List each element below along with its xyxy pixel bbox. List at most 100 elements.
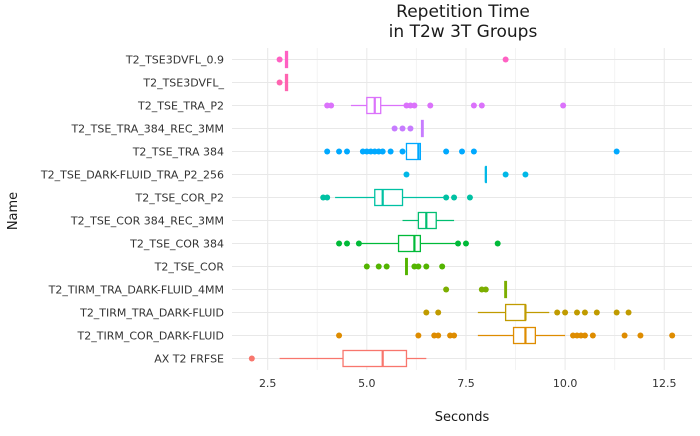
boxplot-group xyxy=(336,234,501,253)
boxplot-group xyxy=(391,119,424,138)
outlier-point xyxy=(427,102,434,109)
outlier-point xyxy=(379,148,386,155)
boxplot-group xyxy=(320,188,473,207)
boxplot-group xyxy=(276,50,509,69)
outlier-point xyxy=(403,171,410,178)
box xyxy=(374,188,404,207)
outlier-point xyxy=(248,355,255,362)
y-tick-label: AX T2 FRFSE xyxy=(154,353,224,366)
outlier-point xyxy=(560,102,567,109)
boxplot-group xyxy=(324,96,567,115)
outlier-point xyxy=(478,102,485,109)
y-tick-label: T2_TSE_COR xyxy=(154,261,225,274)
chart-title-line-1: Repetition Time xyxy=(396,2,530,22)
outlier-point xyxy=(407,125,414,132)
box xyxy=(342,349,408,368)
outlier-point xyxy=(276,79,283,86)
box xyxy=(405,142,422,161)
boxplot-group xyxy=(248,349,427,368)
boxplot-group xyxy=(336,326,676,345)
boxplot-group xyxy=(443,280,508,299)
outlier-point xyxy=(621,332,628,339)
x-axis-label: Seconds xyxy=(435,410,490,425)
outlier-point xyxy=(494,240,501,247)
outlier-point xyxy=(375,263,382,270)
y-tick-label: T2_TSE_COR_P2 xyxy=(135,192,224,205)
x-tick-label: 2.5 xyxy=(259,377,277,390)
y-tick-label: T2_TIRM_TRA_DARK-FLUID xyxy=(79,307,224,320)
chart-title-line-2: in T2w 3T Groups xyxy=(389,22,538,42)
y-tick-label: T2_TSE_TRA 384 xyxy=(132,146,224,159)
outlier-point xyxy=(435,309,442,316)
y-tick-label: T2_TIRM_COR_DARK-FLUID xyxy=(77,330,224,343)
boxplot-group xyxy=(324,142,620,161)
y-tick-label: T2_TSE_TRA_384_REC_3MM xyxy=(70,123,224,136)
boxplot-group xyxy=(403,165,529,184)
y-tick-label: T2_TSE_TRA_P2 xyxy=(137,100,224,113)
outlier-point xyxy=(276,56,283,63)
outlier-point xyxy=(328,102,335,109)
outlier-point xyxy=(399,125,406,132)
outlier-point xyxy=(451,194,458,201)
outlier-point xyxy=(562,309,569,316)
outlier-point xyxy=(637,332,644,339)
y-tick-label: T2_TSE3DVFL_ xyxy=(142,77,224,90)
boxplot-group xyxy=(423,303,632,322)
y-tick-label: T2_TSE_DARK-FLUID_TRA_P2_256 xyxy=(40,169,224,182)
outlier-point xyxy=(625,309,632,316)
outlier-point xyxy=(502,56,509,63)
y-axis-ticks: T2_TSE3DVFL_0.9 T2_TSE3DVFL_ T2_TSE_TRA_P2… xyxy=(40,54,225,366)
outlier-point xyxy=(443,148,450,155)
outlier-point xyxy=(415,332,422,339)
outlier-point xyxy=(344,148,350,155)
outlier-point xyxy=(459,148,465,155)
outlier-point xyxy=(423,309,430,316)
x-tick-label: 12.5 xyxy=(652,377,677,390)
outlier-point xyxy=(324,148,331,155)
outlier-point xyxy=(415,263,422,270)
x-tick-label: 10.0 xyxy=(553,377,578,390)
outlier-point xyxy=(470,102,477,109)
outlier-point xyxy=(435,332,442,339)
outlier-point xyxy=(391,125,398,132)
y-tick-label: T2_TSE_COR 384_REC_3MM xyxy=(70,215,224,228)
outlier-point xyxy=(581,309,588,316)
outlier-point xyxy=(470,148,477,155)
box xyxy=(504,303,527,322)
outlier-point xyxy=(482,286,489,293)
outlier-point xyxy=(387,148,394,155)
outlier-point xyxy=(336,332,343,339)
boxplot-group xyxy=(276,73,289,92)
outlier-point xyxy=(613,309,620,316)
outlier-point xyxy=(443,194,450,201)
x-tick-label: 5.0 xyxy=(358,377,376,390)
outlier-point xyxy=(336,240,343,247)
outlier-point xyxy=(522,171,529,178)
x-axis-ticks: 2.5 5.0 7.5 10.0 12.5 xyxy=(259,377,677,390)
outlier-point xyxy=(399,148,406,155)
outlier-point xyxy=(462,240,469,247)
y-tick-label: T2_TIRM_TRA_DARK-FLUID_4MM xyxy=(48,284,224,297)
outlier-point xyxy=(383,263,390,270)
outlier-point xyxy=(423,263,430,270)
grid xyxy=(232,48,692,370)
outlier-point xyxy=(574,309,580,316)
outlier-point xyxy=(451,332,458,339)
plot-marks xyxy=(248,50,676,368)
outlier-point xyxy=(439,263,446,270)
boxplot-group xyxy=(363,257,446,276)
y-tick-label: T2_TSE_COR 384 xyxy=(129,238,224,251)
outlier-point xyxy=(336,148,343,155)
outlier-point xyxy=(355,240,362,247)
outlier-point xyxy=(613,148,620,155)
outlier-point xyxy=(344,240,350,247)
boxplot-group xyxy=(402,211,455,230)
outlier-point xyxy=(593,309,600,316)
box xyxy=(397,234,422,253)
outlier-point xyxy=(581,332,588,339)
y-axis-label: Name xyxy=(6,192,21,230)
outlier-point xyxy=(669,332,676,339)
outlier-point xyxy=(455,240,462,247)
outlier-point xyxy=(324,194,331,201)
